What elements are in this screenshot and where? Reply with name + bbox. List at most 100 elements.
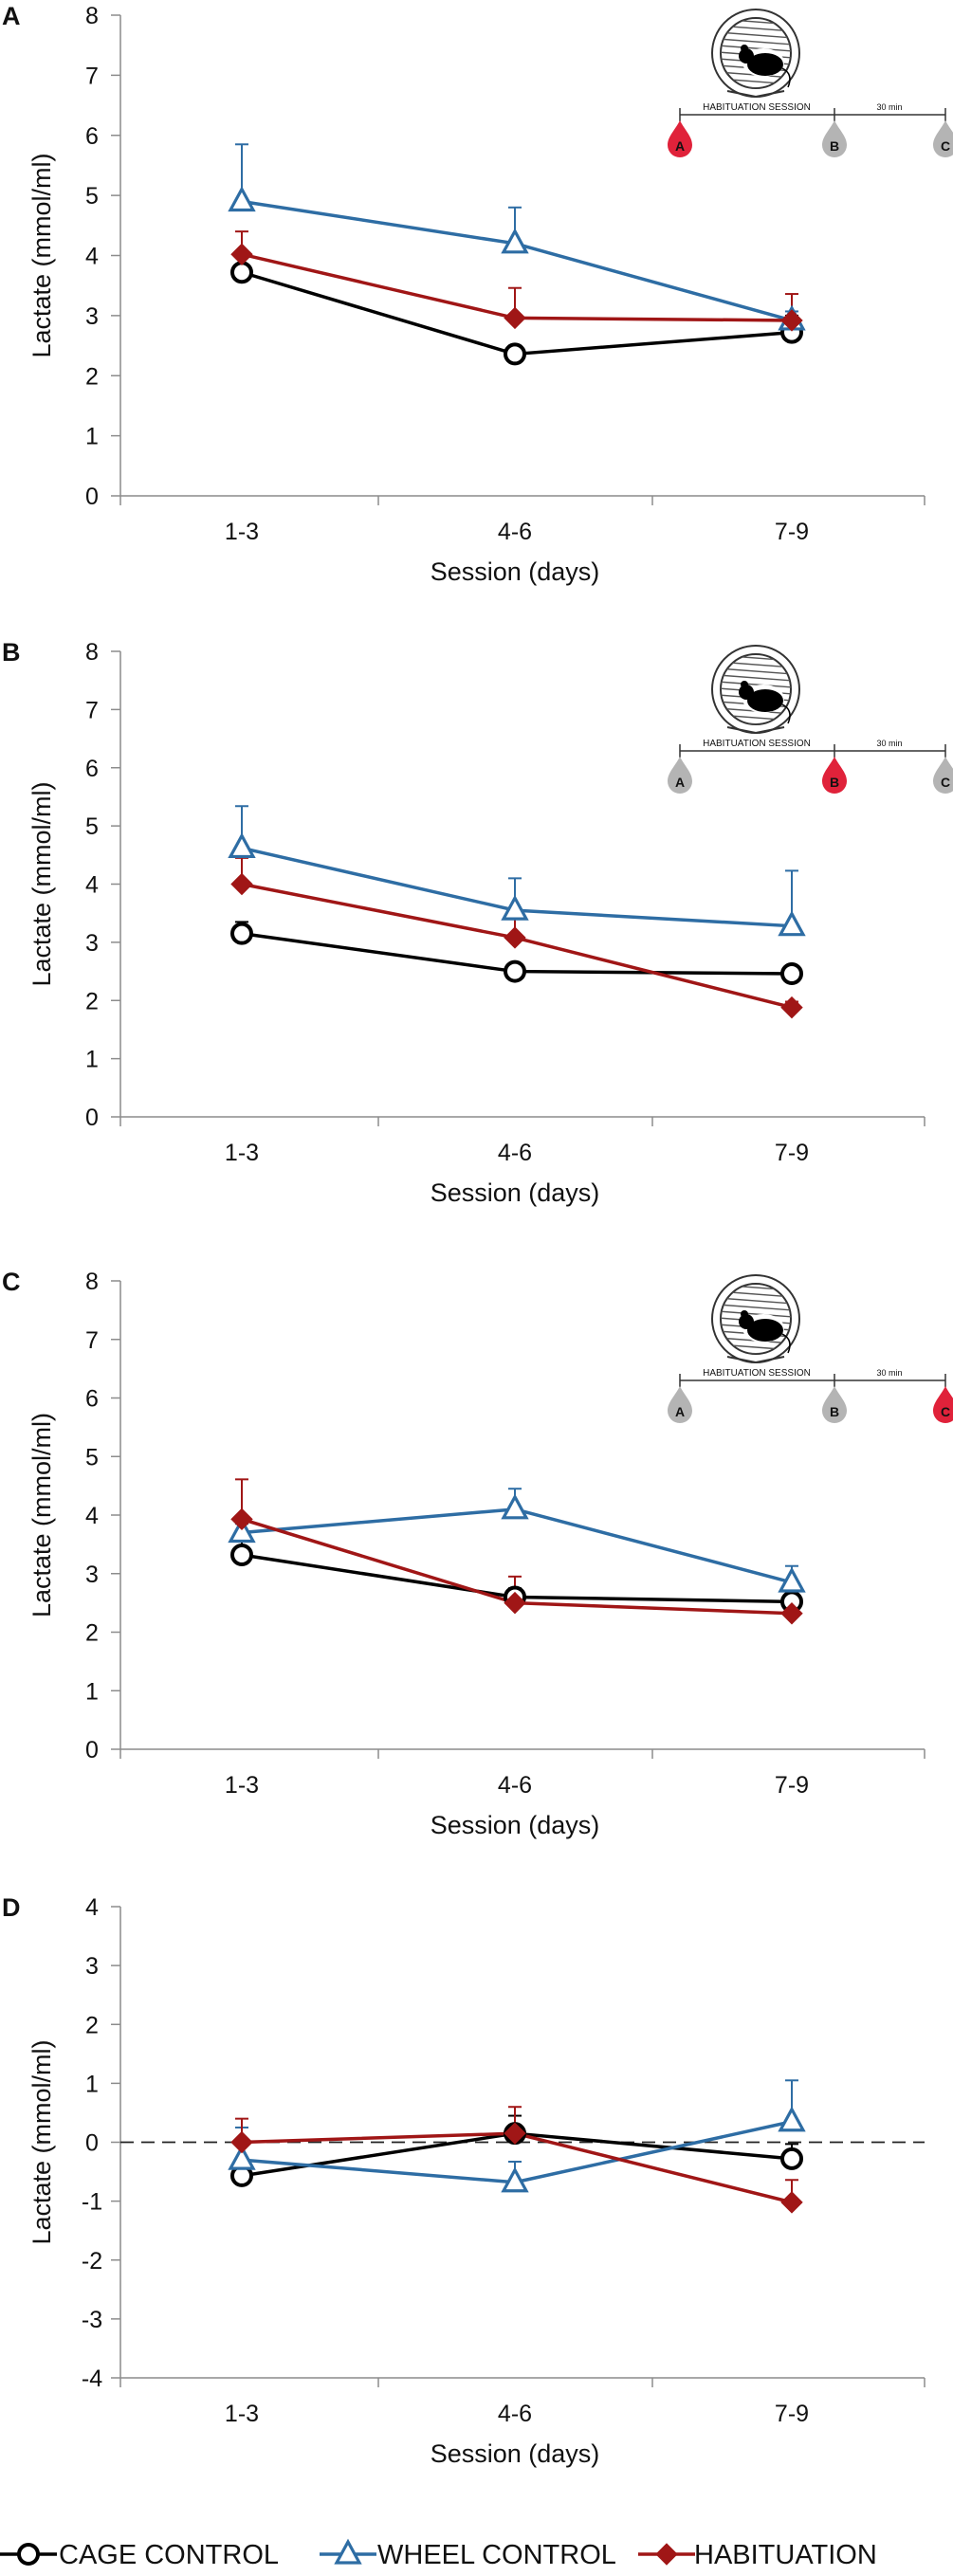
y-axis-title: Lactate (mmol/ml) — [27, 781, 56, 986]
y-axis-title: Lactate (mmol/ml) — [27, 153, 56, 357]
sample-label: A — [675, 775, 685, 790]
y-tick-label: 2 — [85, 988, 99, 1014]
y-tick-label: 4 — [85, 1503, 99, 1529]
markers-wheel — [228, 1493, 806, 1593]
sample-drop-b: B — [822, 757, 847, 794]
point-cage-7to9 — [780, 962, 803, 986]
legend-marker-wheel — [334, 2538, 362, 2565]
sample-label: C — [941, 138, 950, 154]
wheel-rung — [721, 31, 791, 39]
y-tick-label: 3 — [85, 930, 99, 957]
mouse-body — [747, 53, 783, 76]
y-tick-label: 5 — [85, 813, 99, 840]
sample-label: C — [941, 1404, 950, 1419]
legend-item-wheel: WHEEL CONTROL — [320, 2538, 616, 2570]
x-tick-label-7to9: 7-9 — [775, 1140, 809, 1166]
point-wheel-7to9 — [778, 910, 806, 937]
y-tick-label: 8 — [85, 639, 99, 666]
legend-label-habit: HABITUATION — [694, 2540, 877, 2570]
wheel-rung — [721, 45, 791, 52]
wheel-rung — [721, 1304, 791, 1311]
y-tick-label: 8 — [85, 1269, 99, 1295]
blood-drop-icon — [668, 757, 692, 794]
panel-c-letter: C — [2, 1268, 21, 1296]
y-tick-label: 4 — [85, 872, 99, 899]
point-wheel-7to9 — [778, 2106, 806, 2132]
protocol-timeline: HABITUATION SESSION 30 min — [679, 102, 946, 121]
y-tick-label: 2 — [85, 1620, 99, 1647]
blood-drop-icon — [822, 120, 847, 157]
mouse-tail — [781, 67, 791, 88]
y-tick-label: 8 — [85, 3, 99, 29]
mouse-tail — [781, 1333, 791, 1354]
point-wheel-1to3 — [228, 1517, 256, 1544]
y-tick-label: 3 — [85, 1562, 99, 1588]
y-tick-label: 1 — [85, 1047, 99, 1073]
point-cage-1to3 — [230, 1543, 253, 1566]
x-tick-label-4to6: 4-6 — [498, 519, 532, 545]
markers-habit — [230, 872, 803, 1019]
x-tick-label-1to3: 1-3 — [225, 1772, 259, 1799]
mouse-body — [747, 1319, 783, 1342]
y-tick-label: 2 — [85, 363, 99, 390]
mouse-body — [747, 689, 783, 712]
markers-cage — [230, 1543, 803, 1614]
point-habit-1to3 — [230, 2130, 253, 2154]
markers-habit — [230, 2122, 803, 2214]
interval-label: 30 min — [876, 739, 902, 748]
y-tick-label: 6 — [85, 123, 99, 150]
point-cage-7to9 — [780, 2147, 803, 2170]
y-axis-title: Lactate (mmol/ml) — [27, 2039, 56, 2244]
habituation-session-label: HABITUATION SESSION — [703, 739, 811, 749]
legend-item-cage: CAGE CONTROL — [0, 2540, 279, 2570]
x-tick-label-4to6: 4-6 — [498, 1772, 532, 1799]
sample-drop-b: B — [822, 120, 847, 157]
protocol-inset: HABITUATION SESSION 30 min A B C — [668, 1274, 953, 1423]
blood-drop-icon — [933, 757, 953, 794]
point-habit-4to6 — [504, 1591, 526, 1615]
x-axis-title: Session (days) — [431, 557, 600, 586]
point-wheel-4to6 — [501, 1493, 529, 1520]
y-tick-label: 4 — [85, 244, 99, 270]
blood-drop-icon — [933, 1386, 953, 1423]
blood-drop-icon — [822, 757, 847, 794]
point-wheel-4to6 — [501, 228, 529, 254]
sample-label: B — [830, 1404, 839, 1419]
mouse-ear — [741, 45, 748, 52]
markers-cage — [230, 922, 803, 986]
wheel-rung — [721, 681, 791, 688]
sample-drop-c: C — [933, 120, 953, 157]
interval-label: 30 min — [876, 102, 902, 112]
x-tick-label-4to6: 4-6 — [498, 1140, 532, 1166]
markers-wheel — [228, 832, 806, 937]
legend-marker-habit — [655, 2543, 678, 2566]
wheel-rung — [721, 1310, 791, 1318]
series-line-wheel — [241, 199, 793, 322]
sample-label: A — [675, 1404, 685, 1419]
point-habit-1to3 — [230, 243, 253, 265]
mouse-head — [739, 685, 754, 700]
y-tick-label: -2 — [82, 2248, 102, 2275]
mouse-head — [739, 1314, 754, 1329]
panel-d: D -4 -3 -2 -1 0 1 2 3 4 1-3 4-6 7-9 Session (days) Lac… — [2, 1893, 926, 2468]
wheel-stand — [726, 1356, 785, 1364]
wheel-stand — [726, 726, 785, 735]
x-tick-label-1to3: 1-3 — [225, 1140, 259, 1166]
point-wheel-1to3 — [228, 186, 256, 212]
point-wheel-1to3 — [228, 832, 256, 859]
y-tick-label: 3 — [85, 1953, 99, 1980]
y-tick-label: 4 — [85, 1894, 99, 1921]
y-tick-label: 0 — [85, 1105, 99, 1131]
y-tick-label: -1 — [82, 2189, 102, 2216]
panel-d-letter: D — [2, 1893, 21, 1922]
habituation-session-label: HABITUATION SESSION — [703, 1368, 811, 1379]
mouse-head — [739, 48, 754, 64]
markers-habit — [230, 243, 803, 332]
x-tick-label-7to9: 7-9 — [775, 1772, 809, 1799]
x-axis-title: Session (days) — [431, 2439, 600, 2468]
y-tick-label: 7 — [85, 697, 99, 723]
point-wheel-1to3 — [228, 2144, 256, 2170]
legend: CAGE CONTROL WHEEL CONTROL HABITUATION — [0, 2538, 877, 2570]
protocol-timeline: HABITUATION SESSION 30 min — [679, 739, 946, 758]
point-wheel-4to6 — [501, 2166, 529, 2193]
